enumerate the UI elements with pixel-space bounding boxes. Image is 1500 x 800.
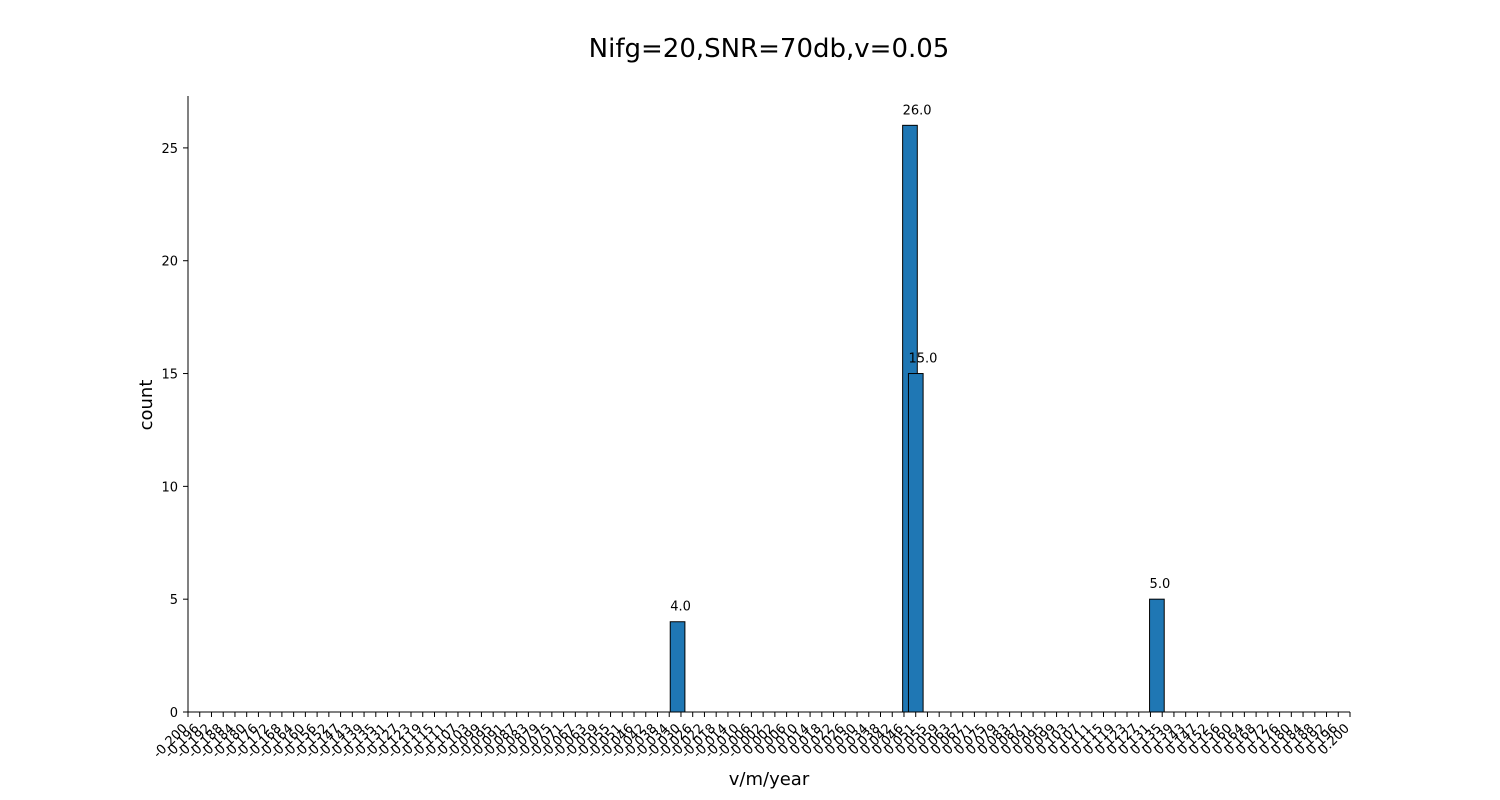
bar (669, 621, 686, 713)
y-tick-label: 10 (161, 480, 178, 495)
y-tick-label: 15 (161, 368, 178, 383)
y-tick-label: 20 (161, 255, 178, 270)
bar-value-label: 5.0 (1150, 577, 1171, 592)
bars (669, 124, 1165, 713)
y-tick-label: 0 (170, 706, 178, 721)
data-labels: 4.0 26.0 15.0 5.0 (670, 103, 1170, 614)
bar-value-label: 4.0 (670, 600, 691, 615)
bar (907, 373, 924, 713)
bar-value-label: 15.0 (908, 352, 937, 367)
bar-value-label: 26.0 (903, 103, 932, 118)
x-axis-label: v/m/year (729, 769, 810, 790)
y-tick-label: 25 (161, 142, 178, 157)
y-axis-label: count (136, 380, 157, 431)
y-tick-label: 5 (170, 593, 178, 608)
bar (1149, 598, 1165, 713)
ticks: 0510152025-0.200-0.196-0.192-0.188-0.184… (151, 142, 1353, 762)
chart-title: Nifg=20,SNR=70db,v=0.05 (589, 34, 950, 64)
